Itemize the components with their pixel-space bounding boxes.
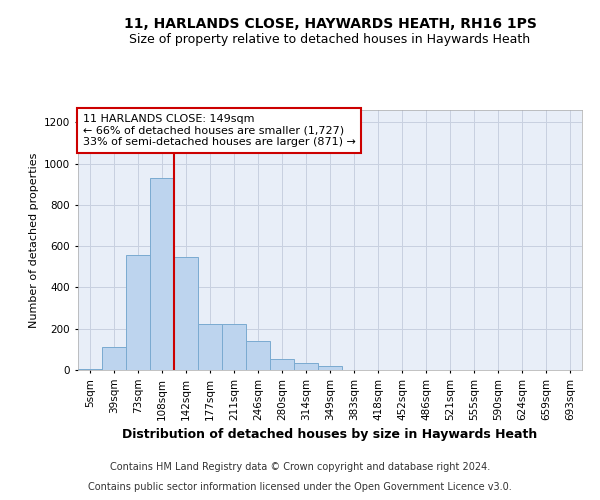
Bar	[318, 366, 342, 370]
Bar	[294, 363, 318, 370]
Text: 11 HARLANDS CLOSE: 149sqm
← 66% of detached houses are smaller (1,727)
33% of se: 11 HARLANDS CLOSE: 149sqm ← 66% of detac…	[83, 114, 356, 147]
Bar	[198, 324, 222, 370]
Bar	[270, 358, 294, 370]
Bar	[174, 256, 198, 370]
Text: Contains HM Land Registry data © Crown copyright and database right 2024.: Contains HM Land Registry data © Crown c…	[110, 462, 490, 472]
Text: Size of property relative to detached houses in Haywards Heath: Size of property relative to detached ho…	[130, 32, 530, 46]
Bar	[222, 324, 246, 370]
Bar	[102, 348, 126, 370]
Bar	[126, 256, 150, 370]
Text: 11, HARLANDS CLOSE, HAYWARDS HEATH, RH16 1PS: 11, HARLANDS CLOSE, HAYWARDS HEATH, RH16…	[124, 18, 536, 32]
Bar	[150, 178, 174, 370]
Bar	[246, 341, 270, 370]
Bar	[78, 369, 102, 370]
Text: Contains public sector information licensed under the Open Government Licence v3: Contains public sector information licen…	[88, 482, 512, 492]
X-axis label: Distribution of detached houses by size in Haywards Heath: Distribution of detached houses by size …	[122, 428, 538, 441]
Y-axis label: Number of detached properties: Number of detached properties	[29, 152, 38, 328]
